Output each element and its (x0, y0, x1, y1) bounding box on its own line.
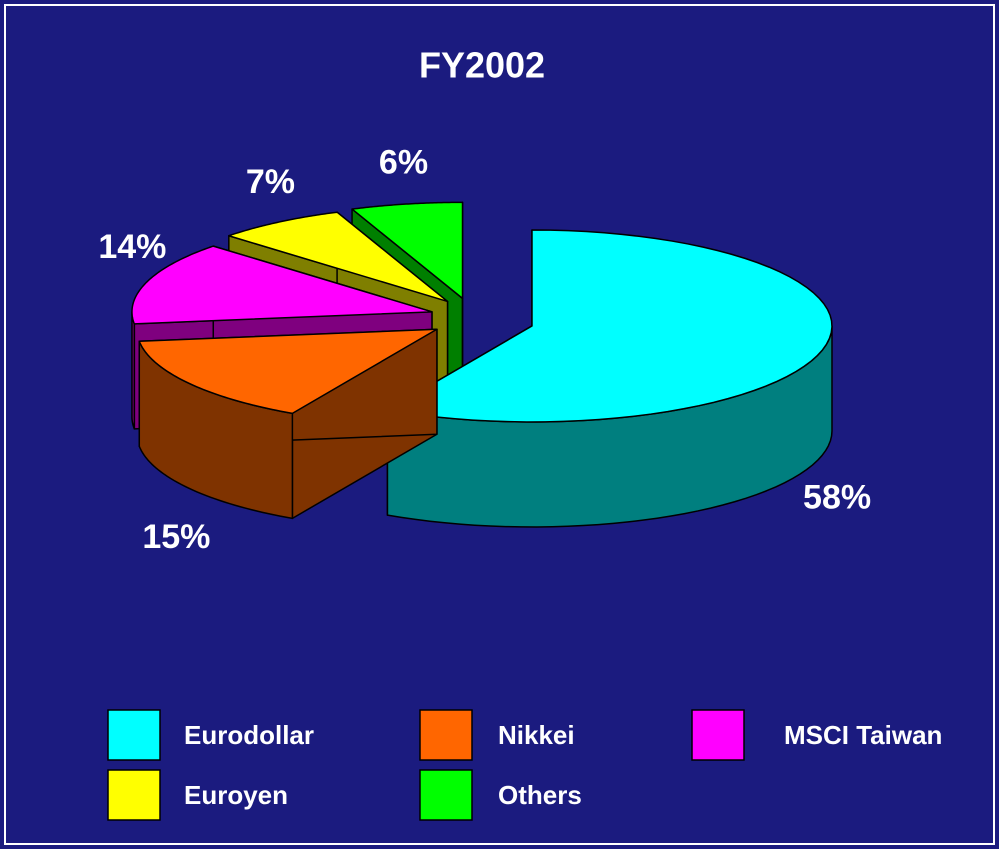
data-label: 15% (142, 518, 210, 556)
slice (228, 211, 449, 303)
legend-swatch (419, 769, 473, 821)
slice (138, 328, 438, 520)
legend-label: MSCI Taiwan (784, 720, 942, 750)
legend-swatch (691, 709, 745, 761)
legend-label: Euroyen (184, 780, 288, 810)
legend-label: Eurodollar (184, 720, 314, 750)
slice-outer-wall (131, 311, 136, 430)
legend-swatch (107, 769, 161, 821)
chart-title: FY2002 (419, 45, 545, 86)
legend-label: Nikkei (498, 720, 575, 750)
data-label: 14% (98, 228, 166, 266)
slice (138, 328, 438, 415)
slice (131, 245, 433, 325)
legend-swatch (107, 709, 161, 761)
slice (351, 201, 464, 300)
legend-label: Others (498, 780, 582, 810)
legend-swatch (419, 709, 473, 761)
data-label: 6% (379, 144, 428, 182)
slice (386, 229, 833, 423)
frame (4, 4, 995, 845)
data-label: 58% (803, 479, 871, 517)
slice (386, 229, 833, 528)
data-label: 7% (246, 163, 295, 201)
